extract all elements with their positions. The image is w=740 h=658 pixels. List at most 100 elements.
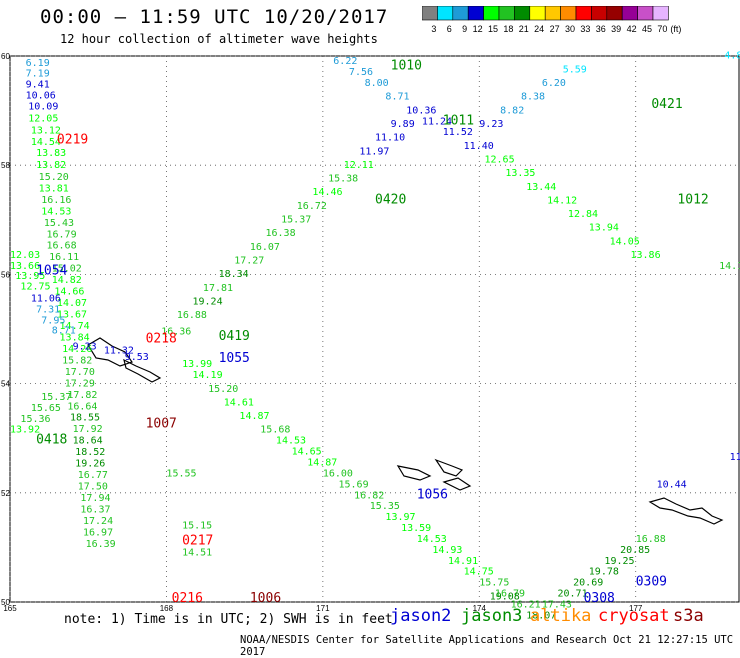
swh-value: 18.55 — [70, 413, 100, 424]
swh-value: 16.88 — [177, 310, 207, 321]
swh-value: 13.12 — [31, 126, 61, 137]
swh-value: 18.07 — [526, 610, 556, 621]
swh-value: 8.38 — [521, 92, 545, 103]
pass-label: 0219 — [57, 132, 88, 147]
swh-value: 17.81 — [203, 283, 233, 294]
map-frame — [9, 55, 740, 603]
swh-value: 9.41 — [26, 80, 50, 91]
swh-value: 10.44 — [657, 479, 687, 490]
swh-value: 14.66 — [54, 287, 84, 298]
coastline — [123, 358, 162, 383]
swh-value: 16.38 — [266, 228, 296, 239]
swh-value: 17.70 — [65, 367, 95, 378]
swh-value: 15.37 — [41, 392, 71, 403]
swh-value: 6.22 — [333, 56, 357, 67]
swh-value: 16.64 — [67, 401, 97, 412]
swh-value: 14.87 — [307, 458, 337, 469]
swh-value: 11.03 — [730, 452, 740, 463]
color-bin-label: 12 — [473, 24, 483, 34]
swh-value: 14.75 — [464, 567, 494, 578]
swh-value: 16.36 — [161, 326, 191, 337]
longitude-tick-label: 177 — [629, 604, 643, 613]
color-bin-label: 33 — [580, 24, 590, 34]
swh-value: 15.38 — [328, 174, 358, 185]
swh-value: 17.94 — [80, 493, 110, 504]
swh-value: 17.92 — [73, 424, 103, 435]
swh-value: 14.53 — [276, 436, 306, 447]
swh-value: 9.23 — [73, 342, 97, 353]
swh-value: 16.11 — [49, 252, 79, 263]
swh-value: 15.15 — [182, 520, 212, 531]
swh-value: 13.95 — [15, 271, 45, 282]
swh-value: 13.97 — [385, 512, 415, 523]
color-bin-label: 27 — [550, 24, 560, 34]
swh-value: 6.20 — [542, 78, 566, 89]
swh-value: 16.79 — [47, 229, 77, 240]
swh-value: 20.71 — [558, 589, 588, 600]
swh-value: 13.35 — [505, 168, 535, 179]
swh-value: 14.91 — [448, 556, 478, 567]
swh-value: 12.75 — [20, 282, 50, 293]
latitude-tick-label: 60 — [1, 52, 10, 61]
swh-value: 16.97 — [83, 527, 113, 538]
swh-value: 7.31 — [36, 305, 60, 316]
coastline — [442, 477, 472, 491]
pass-label: 1054 — [36, 263, 67, 278]
swh-value: 16.82 — [354, 490, 384, 501]
swh-value: 11.52 — [443, 127, 473, 138]
latitude-tick-label: 56 — [1, 270, 10, 279]
swh-value: 14.82 — [52, 275, 82, 286]
swh-value: 14.87 — [239, 411, 269, 422]
pass-label: 0420 — [375, 192, 406, 207]
swh-value: 16.79 — [495, 589, 525, 600]
color-bin-label: 21 — [519, 24, 529, 34]
swh-value: 8.71 — [385, 92, 409, 103]
swh-value: 16.72 — [297, 201, 327, 212]
swh-value: 13.92 — [10, 425, 40, 436]
swh-value: 16.37 — [80, 504, 110, 515]
swh-value: 17.27 — [234, 255, 264, 266]
color-bin-label: 24 — [534, 24, 544, 34]
mission-label-jason2: jason2 — [390, 606, 452, 626]
pass-label: 1010 — [391, 59, 422, 74]
pass-label: 1007 — [146, 416, 177, 431]
swh-value: 18.52 — [75, 447, 105, 458]
coastline — [396, 465, 432, 481]
pass-label: 1055 — [219, 351, 250, 366]
swh-value: 13.44 — [526, 182, 556, 193]
swh-value: 13.99 — [182, 359, 212, 370]
swh-value: 9.89 — [391, 119, 415, 130]
color-scale: 3 6 9 12 15 18 21 24 27 30 33 36 39 42 45 70 (ft) — [422, 6, 681, 34]
swh-value: 14.51 — [182, 548, 212, 559]
swh-value: 15.82 — [62, 355, 92, 366]
swh-value: 15.75 — [479, 578, 509, 589]
swh-value: 16.16 — [41, 195, 71, 206]
swh-value: 17.24 — [83, 516, 113, 527]
pass-label: 0309 — [636, 575, 667, 590]
pass-label: 0308 — [584, 591, 615, 606]
swh-value: 16.07 — [250, 242, 280, 253]
swh-value: 19.26 — [75, 459, 105, 470]
swh-value: 12.65 — [485, 154, 515, 165]
swh-value: 11.06 — [31, 294, 61, 305]
swh-value: 15.36 — [20, 414, 50, 425]
swh-value: 11.24 — [422, 116, 452, 127]
swh-value: 13.81 — [39, 183, 69, 194]
swh-value: 14.61 — [224, 397, 254, 408]
swh-value: 7.95 — [41, 316, 65, 327]
swh-value: 13.66 — [10, 261, 40, 272]
coastline — [434, 458, 464, 477]
swh-value: 20.85 — [620, 545, 650, 556]
mission-label-altika: altika — [530, 606, 592, 626]
swh-value: 13.83 — [36, 148, 66, 159]
swh-value: 17.29 — [65, 378, 95, 389]
swh-value: 4.81 — [724, 51, 740, 62]
swh-value: 9.23 — [479, 119, 503, 130]
color-bin-label: 36 — [596, 24, 606, 34]
swh-value: 12.11 — [344, 160, 374, 171]
page-title: 00:00 – 11:59 UTC 10/20/2017 — [40, 6, 389, 28]
swh-value: 12.05 — [28, 114, 58, 125]
swh-value: 19.24 — [193, 296, 223, 307]
pass-label: 0218 — [146, 332, 177, 347]
pass-label: 1006 — [250, 591, 281, 606]
